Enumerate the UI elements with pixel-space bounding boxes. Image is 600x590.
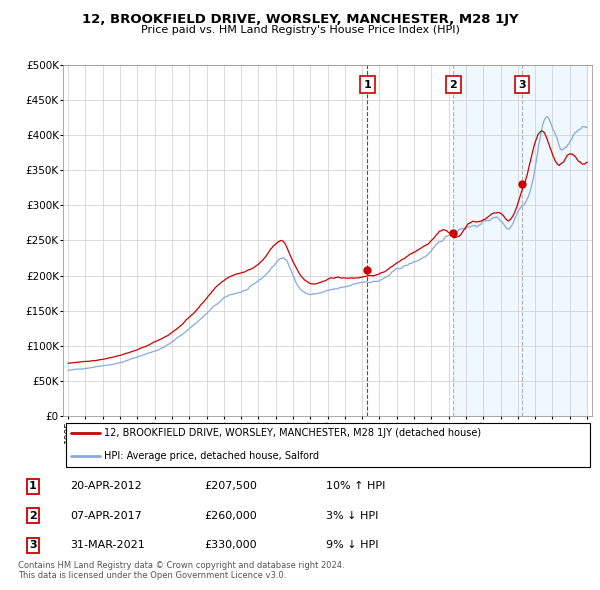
Text: 2: 2 xyxy=(29,511,37,520)
Text: 1: 1 xyxy=(364,80,371,90)
Text: HPI: Average price, detached house, Salford: HPI: Average price, detached house, Salf… xyxy=(104,451,319,461)
Text: 12, BROOKFIELD DRIVE, WORSLEY, MANCHESTER, M28 1JY: 12, BROOKFIELD DRIVE, WORSLEY, MANCHESTE… xyxy=(82,13,518,26)
Text: £330,000: £330,000 xyxy=(204,540,257,550)
Text: 10% ↑ HPI: 10% ↑ HPI xyxy=(326,481,386,491)
Text: £207,500: £207,500 xyxy=(204,481,257,491)
Text: This data is licensed under the Open Government Licence v3.0.: This data is licensed under the Open Gov… xyxy=(18,571,286,580)
Text: Price paid vs. HM Land Registry's House Price Index (HPI): Price paid vs. HM Land Registry's House … xyxy=(140,25,460,35)
Text: Contains HM Land Registry data © Crown copyright and database right 2024.: Contains HM Land Registry data © Crown c… xyxy=(18,561,344,570)
Text: 3: 3 xyxy=(29,540,37,550)
Text: 3% ↓ HPI: 3% ↓ HPI xyxy=(326,511,379,520)
Text: 31-MAR-2021: 31-MAR-2021 xyxy=(70,540,145,550)
Text: 07-APR-2017: 07-APR-2017 xyxy=(70,511,142,520)
Text: 12, BROOKFIELD DRIVE, WORSLEY, MANCHESTER, M28 1JY (detached house): 12, BROOKFIELD DRIVE, WORSLEY, MANCHESTE… xyxy=(104,428,481,438)
Text: £260,000: £260,000 xyxy=(204,511,257,520)
Text: 3: 3 xyxy=(518,80,526,90)
FancyBboxPatch shape xyxy=(65,422,590,467)
Text: 20-APR-2012: 20-APR-2012 xyxy=(70,481,142,491)
Text: 1: 1 xyxy=(29,481,37,491)
Text: 2: 2 xyxy=(449,80,457,90)
Text: 9% ↓ HPI: 9% ↓ HPI xyxy=(326,540,379,550)
